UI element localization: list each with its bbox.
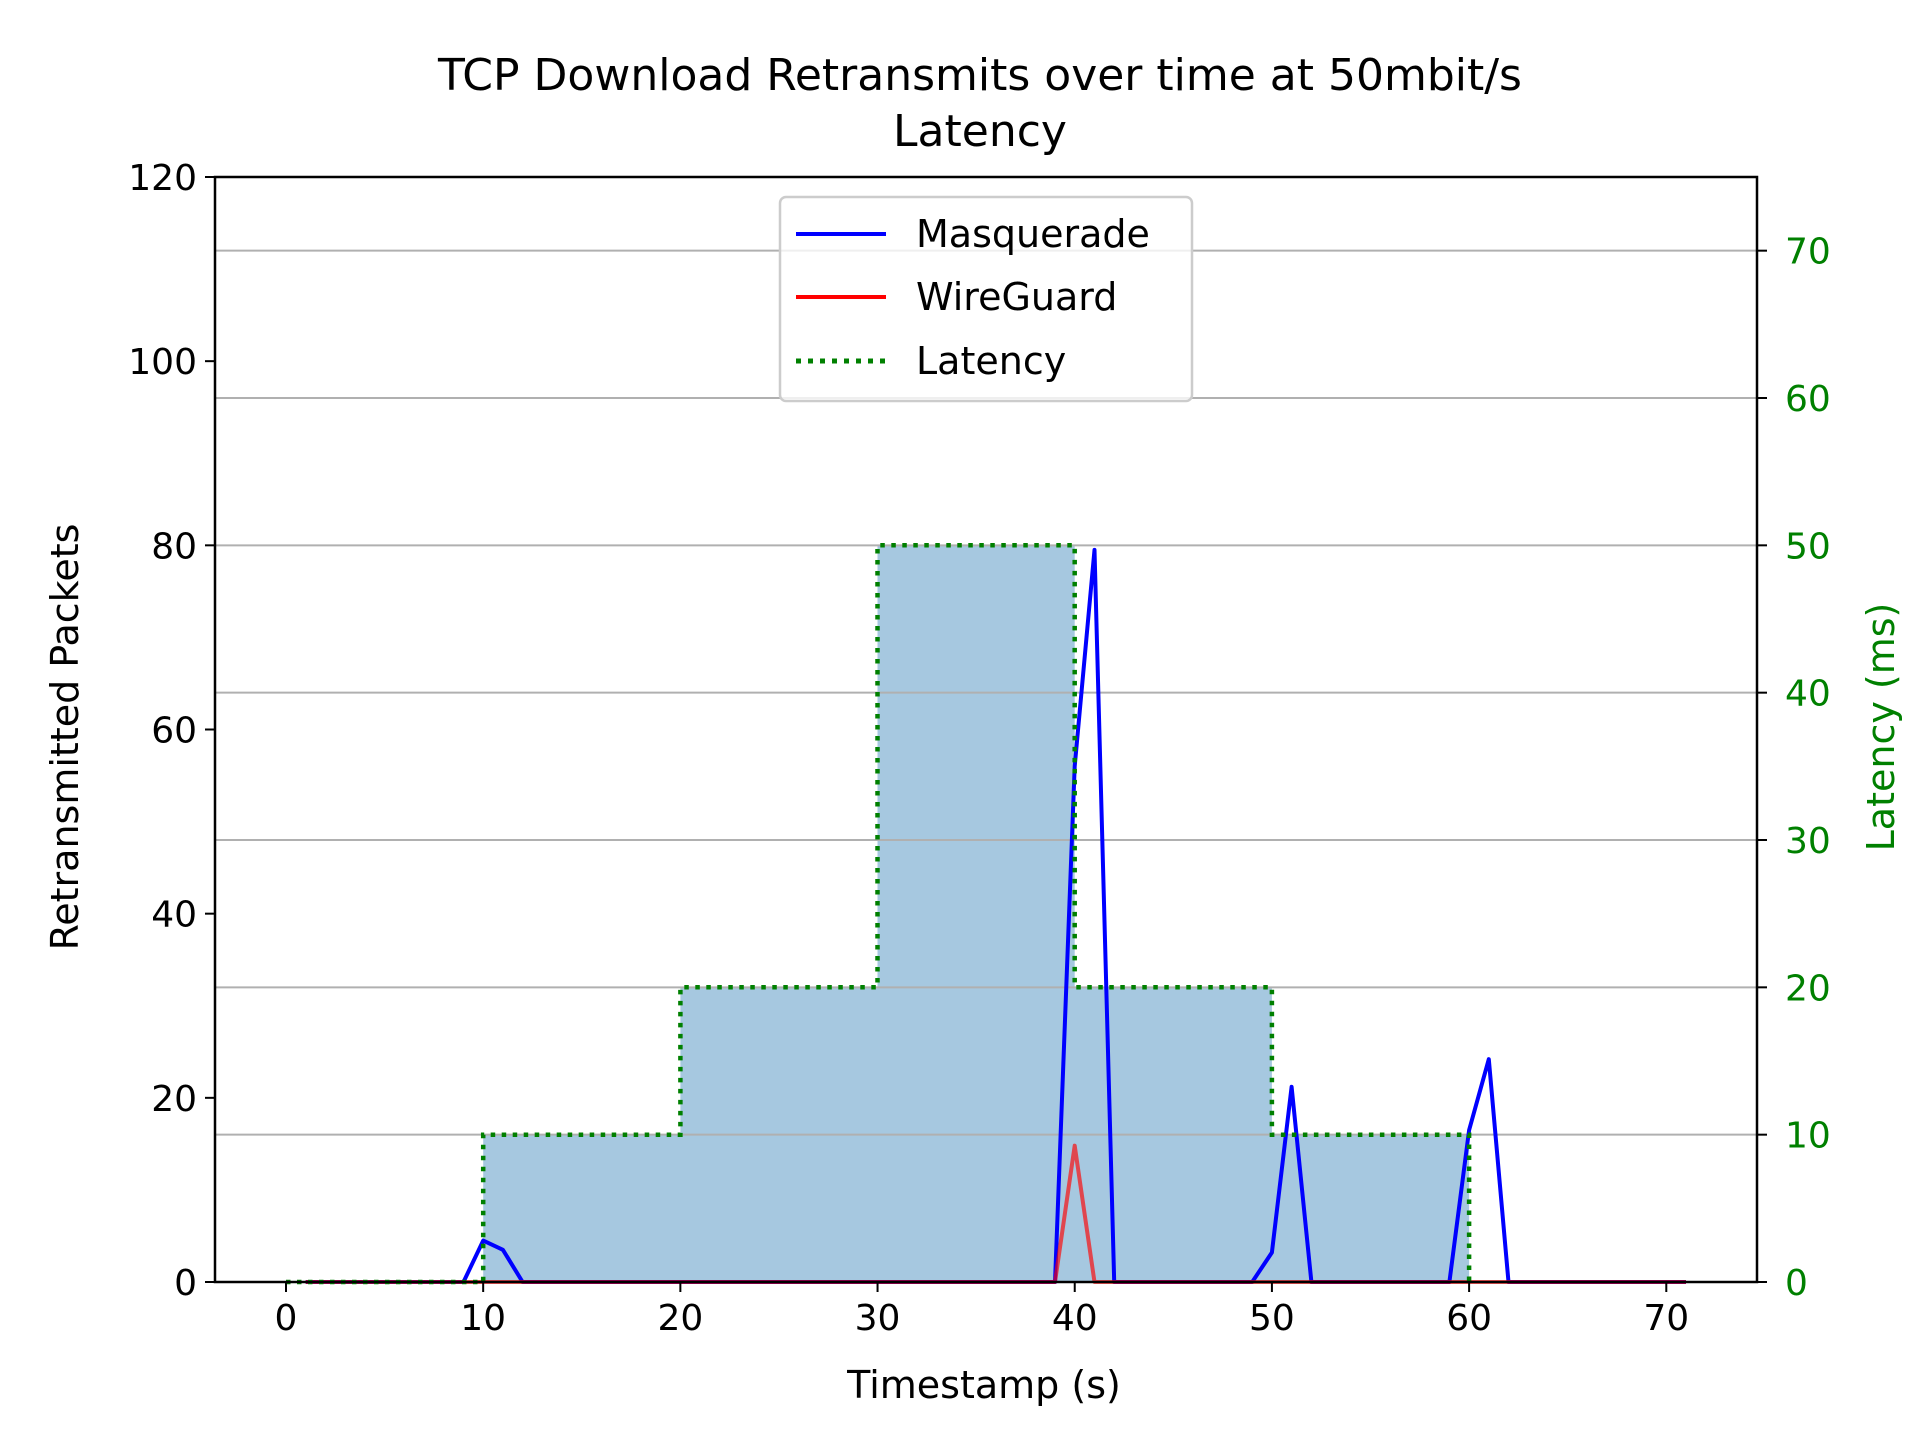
x-tick-label: 10 — [460, 1298, 506, 1339]
y-tick-label: 20 — [151, 1079, 197, 1120]
x-axis-ticks: 0 10 20 30 40 50 60 70 — [275, 1282, 1689, 1339]
legend-label-masquerade: Masquerade — [916, 212, 1150, 256]
y2-tick-label: 60 — [1785, 379, 1831, 420]
x-tick-label: 30 — [855, 1298, 901, 1339]
y2-tick-label: 10 — [1785, 1116, 1831, 1157]
y-tick-label: 100 — [128, 342, 197, 383]
y2-tick-label: 50 — [1785, 526, 1831, 567]
legend-label-latency: Latency — [916, 339, 1066, 383]
legend-label-wireguard: WireGuard — [916, 275, 1117, 319]
y-tick-label: 80 — [151, 526, 197, 567]
x-tick-label: 70 — [1643, 1298, 1689, 1339]
y2-axis-label: Latency (ms) — [1859, 603, 1903, 852]
y2-tick-label: 70 — [1785, 232, 1831, 273]
y2-tick-label: 20 — [1785, 968, 1831, 1009]
y-tick-label: 60 — [151, 711, 197, 752]
chart-subtitle: Latency — [893, 106, 1067, 157]
x-tick-label: 20 — [657, 1298, 703, 1339]
chart-title: TCP Download Retransmits over time at 50… — [437, 50, 1522, 101]
legend-box — [778, 195, 1194, 403]
y-tick-label: 40 — [151, 895, 197, 936]
y-tick-label: 120 — [128, 158, 197, 199]
x-tick-label: 40 — [1052, 1298, 1098, 1339]
y2-tick-label: 0 — [1785, 1263, 1808, 1304]
x-tick-label: 50 — [1249, 1298, 1295, 1339]
y-tick-label: 0 — [174, 1263, 197, 1304]
x-tick-label: 60 — [1446, 1298, 1492, 1339]
y-axis-label: Retransmitted Packets — [43, 524, 87, 951]
x-axis-label: Timestamp (s) — [846, 1363, 1121, 1407]
y-axis-ticks: 0 20 40 60 80 100 120 — [128, 158, 215, 1304]
y2-tick-label: 30 — [1785, 821, 1831, 862]
latency-line — [286, 543, 1472, 1285]
x-tick-label: 0 — [275, 1298, 298, 1339]
y2-axis-ticks: 0 10 20 30 40 50 60 70 — [1757, 232, 1831, 1304]
legend: Masquerade WireGuard Latency — [778, 195, 1194, 403]
y2-tick-label: 40 — [1785, 674, 1831, 715]
